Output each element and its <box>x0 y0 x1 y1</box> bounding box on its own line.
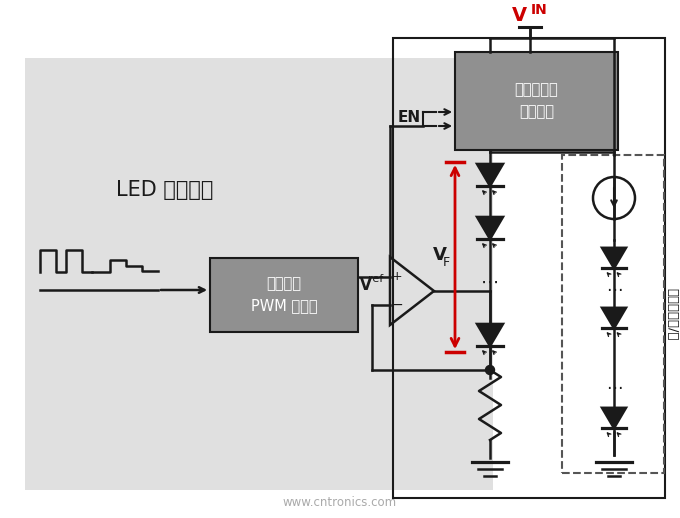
Text: ⋯: ⋯ <box>606 281 622 299</box>
Text: V: V <box>512 6 527 24</box>
Polygon shape <box>477 324 503 346</box>
Text: 功率级开关
线性电源: 功率级开关 线性电源 <box>515 82 558 120</box>
Polygon shape <box>602 248 626 268</box>
Text: ⋯: ⋯ <box>606 379 622 397</box>
Bar <box>393 38 665 498</box>
Circle shape <box>486 366 494 375</box>
Text: ⋯: ⋯ <box>481 274 499 292</box>
Bar <box>455 52 618 150</box>
FancyArrowPatch shape <box>451 168 459 346</box>
Text: F: F <box>443 255 450 268</box>
Text: LED 电流控制: LED 电流控制 <box>116 180 214 200</box>
Text: 调光控制
PWM 或模拟: 调光控制 PWM 或模拟 <box>251 277 318 313</box>
Text: −: − <box>391 298 403 312</box>
Polygon shape <box>477 217 503 239</box>
Polygon shape <box>602 308 626 328</box>
Text: +: + <box>392 270 403 283</box>
Text: EN: EN <box>398 109 421 124</box>
Text: V: V <box>360 278 372 293</box>
Polygon shape <box>477 164 503 186</box>
Bar <box>210 258 358 332</box>
Text: www.cntronics.com: www.cntronics.com <box>283 496 397 510</box>
Polygon shape <box>602 408 626 428</box>
Bar <box>562 155 664 473</box>
Bar <box>25 58 493 490</box>
Text: ref: ref <box>368 274 384 284</box>
Text: 恒定电流源/阵: 恒定电流源/阵 <box>666 288 679 340</box>
Text: V: V <box>433 246 447 264</box>
Text: IN: IN <box>531 3 548 17</box>
